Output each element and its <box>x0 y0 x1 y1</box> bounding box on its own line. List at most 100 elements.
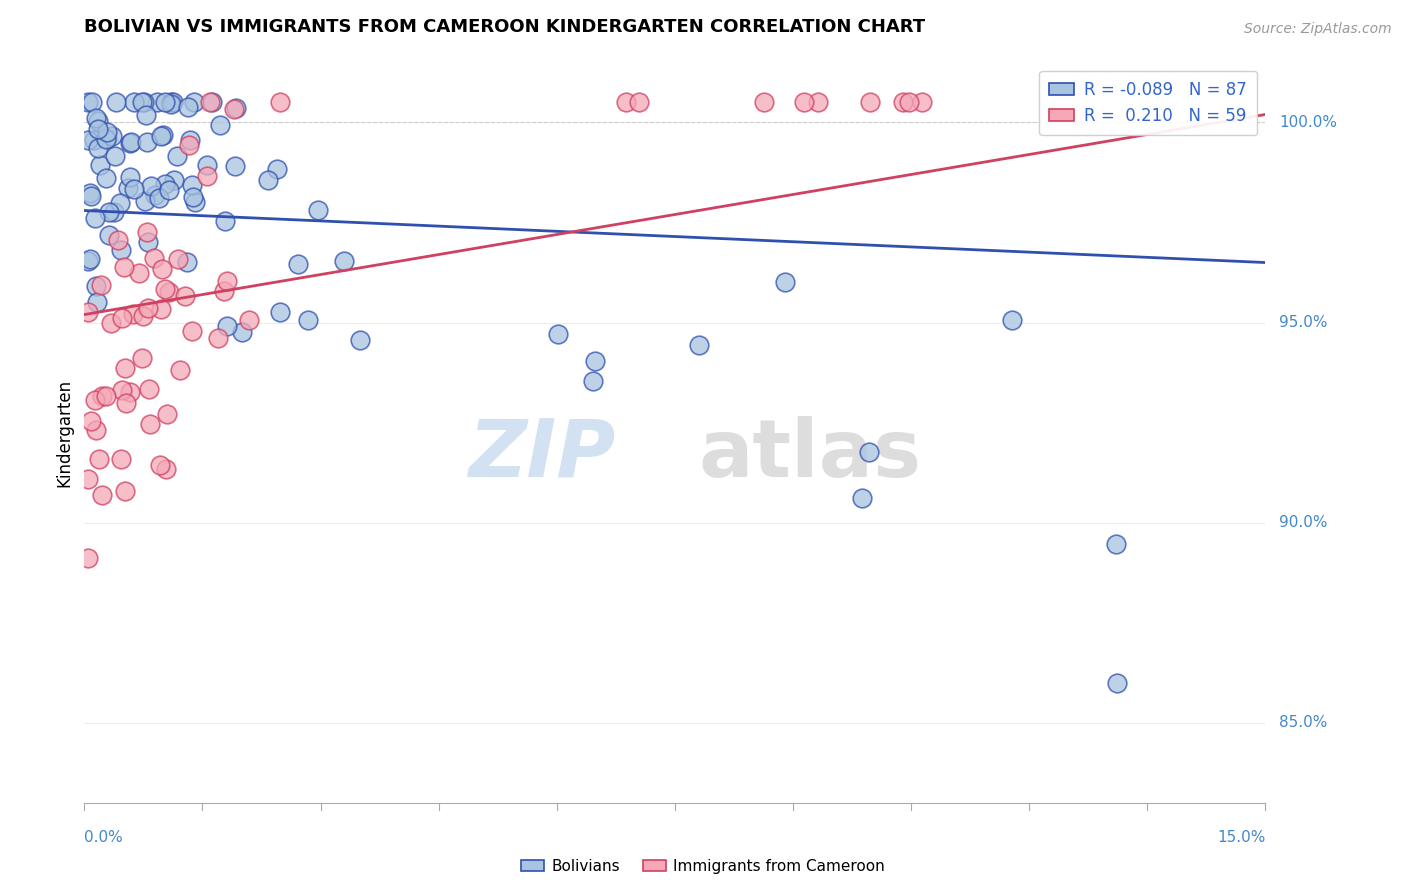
Point <box>115 396 138 410</box>
Point <box>793 95 815 110</box>
Point <box>89 158 111 172</box>
Text: 95.0%: 95.0% <box>1279 315 1327 330</box>
Point <box>124 182 146 196</box>
Point <box>90 488 112 502</box>
Point <box>225 101 247 115</box>
Point <box>100 316 122 330</box>
Text: ZIP: ZIP <box>468 416 616 494</box>
Legend: R = -0.089   N = 87, R =  0.210   N = 59: R = -0.089 N = 87, R = 0.210 N = 59 <box>1039 70 1257 135</box>
Point <box>117 180 139 194</box>
Text: atlas: atlas <box>699 416 921 494</box>
Point <box>118 136 141 151</box>
Point <box>100 128 122 143</box>
Point <box>98 204 121 219</box>
Point <box>80 413 103 427</box>
Point <box>688 338 710 352</box>
Point <box>84 112 107 126</box>
Point <box>198 95 221 110</box>
Point <box>132 95 155 110</box>
Point <box>104 95 127 110</box>
Point <box>269 305 291 319</box>
Point <box>583 354 606 368</box>
Point <box>859 95 882 110</box>
Point <box>155 282 177 296</box>
Point <box>87 114 110 128</box>
Point <box>87 141 110 155</box>
Y-axis label: Kindergarten: Kindergarten <box>55 378 73 487</box>
Point <box>146 95 169 110</box>
Point <box>169 363 191 377</box>
Point <box>157 183 180 197</box>
Point <box>122 307 145 321</box>
Point <box>84 278 107 293</box>
Point <box>163 173 186 187</box>
Point <box>851 491 873 505</box>
Point <box>155 462 177 476</box>
Point <box>107 233 129 247</box>
Point <box>90 278 112 293</box>
Point <box>195 159 218 173</box>
Point <box>269 95 291 110</box>
Point <box>166 252 188 267</box>
Point <box>184 194 207 209</box>
Point <box>212 284 235 298</box>
Point <box>79 189 101 203</box>
Point <box>297 312 319 326</box>
Text: Source: ZipAtlas.com: Source: ZipAtlas.com <box>1244 21 1392 36</box>
Point <box>89 451 111 466</box>
Legend: Bolivians, Immigrants from Cameroon: Bolivians, Immigrants from Cameroon <box>515 853 891 880</box>
Point <box>136 235 159 249</box>
Point <box>166 149 188 163</box>
Point <box>128 266 150 280</box>
Point <box>143 251 166 265</box>
Point <box>156 407 179 421</box>
Point <box>110 452 132 467</box>
Point <box>135 108 157 122</box>
Point <box>96 132 118 146</box>
Point <box>150 262 173 277</box>
Point <box>108 196 131 211</box>
Point <box>86 295 108 310</box>
Text: 85.0%: 85.0% <box>1279 715 1327 731</box>
Point <box>222 103 245 117</box>
Point <box>266 162 288 177</box>
Point <box>77 551 100 566</box>
Point <box>181 190 204 204</box>
Point <box>349 333 371 347</box>
Point <box>111 310 134 325</box>
Point <box>231 325 253 339</box>
Point <box>807 95 830 110</box>
Point <box>77 472 100 486</box>
Point <box>114 360 136 375</box>
Point <box>307 203 329 218</box>
Point <box>208 118 231 132</box>
Point <box>135 135 157 149</box>
Point <box>139 179 162 194</box>
Point <box>162 95 184 110</box>
Point <box>195 169 218 183</box>
Point <box>103 205 125 219</box>
Point <box>153 177 176 191</box>
Point <box>77 133 100 147</box>
Point <box>1107 675 1129 690</box>
Point <box>77 95 100 110</box>
Point <box>134 194 156 208</box>
Point <box>96 125 118 139</box>
Point <box>148 191 170 205</box>
Point <box>111 384 134 398</box>
Point <box>858 445 880 459</box>
Point <box>136 225 159 239</box>
Point <box>207 331 229 345</box>
Point <box>582 374 605 388</box>
Point <box>77 305 100 319</box>
Point <box>897 95 920 110</box>
Point <box>224 159 246 173</box>
Point <box>114 484 136 499</box>
Point <box>150 301 173 316</box>
Point <box>104 149 127 163</box>
Point <box>122 95 145 110</box>
Point <box>131 351 153 365</box>
Point <box>214 214 236 228</box>
Text: 0.0%: 0.0% <box>84 830 124 845</box>
Point <box>84 424 107 438</box>
